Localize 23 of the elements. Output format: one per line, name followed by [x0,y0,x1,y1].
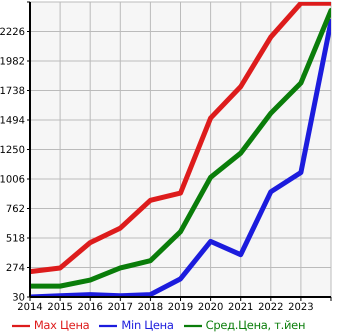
x-tick-label: 2017 [108,302,134,314]
y-tick-label: 1738 [0,86,25,98]
y-tick-label: 518 [6,234,25,245]
x-tick-label: 2021 [228,302,254,314]
legend-label: Max Цена [34,318,90,332]
y-tick-label: 30 [12,292,25,304]
x-tick-label: 2014 [17,302,43,314]
x-tick-label: 2020 [198,302,224,314]
x-tick-label: 2018 [138,302,164,314]
y-tick-label: 1250 [0,145,25,156]
x-tick-label: 2023 [288,302,314,314]
x-tick-label: 2022 [258,302,284,314]
y-tick-label: 274 [6,263,25,274]
y-tick-label: 1006 [0,174,25,186]
x-tick-label: 2015 [47,302,73,314]
legend-label: Сред.Цена, т.йен [206,318,306,332]
y-tick-label: 1494 [0,116,25,127]
y-tick-label: 1982 [0,56,25,68]
y-tick-label: 2226 [0,27,25,38]
x-tick-label: 2016 [77,302,103,314]
x-tick-label: 2019 [168,302,194,314]
y-tick-label: 762 [6,204,25,216]
legend-label: Min Цена [121,318,174,332]
